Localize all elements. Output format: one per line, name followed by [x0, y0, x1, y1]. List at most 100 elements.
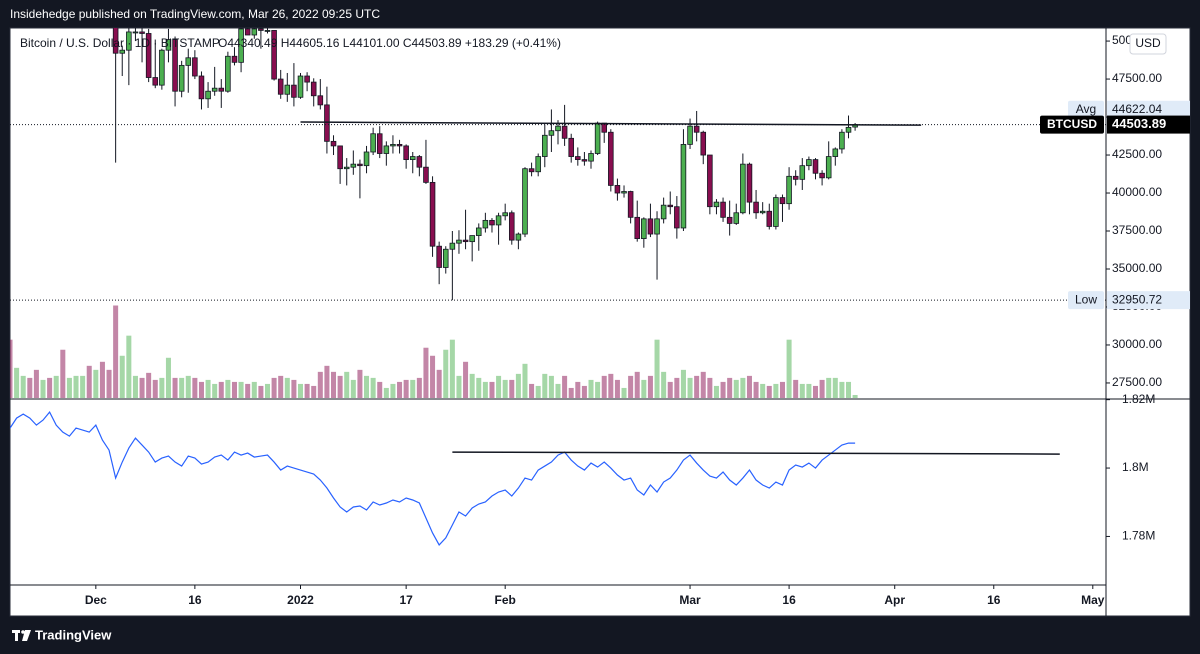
candle-body: [403, 145, 409, 160]
volume-bar: [10, 339, 13, 398]
y-tick-label: 42500.00: [1112, 147, 1162, 161]
candle-body: [238, 28, 244, 63]
currency-button[interactable]: [1129, 33, 1167, 55]
candle-body: [251, 28, 258, 36]
candle-body: [740, 163, 746, 214]
volume-bar: [86, 365, 92, 398]
candle-body: [720, 201, 726, 218]
volume-bar: [179, 377, 185, 398]
volume-bar: [463, 361, 469, 398]
price-tag-name: Avg: [1076, 102, 1096, 116]
volume-bar: [40, 379, 46, 398]
candle-body: [509, 212, 515, 241]
price-pane: [10, 28, 1106, 398]
candle-body: [845, 126, 852, 133]
volume-bar: [225, 379, 231, 398]
candle-body: [489, 219, 495, 226]
candle-body: [799, 165, 806, 180]
candle-body: [370, 133, 376, 153]
candle-body: [812, 159, 819, 174]
candle-body: [654, 218, 660, 235]
volume-bar: [720, 381, 726, 398]
volume-bar: [601, 375, 607, 398]
price-value: 32950.72: [1112, 292, 1162, 306]
volume-bar: [793, 379, 799, 398]
candle-body: [376, 133, 383, 154]
price-tag-name: BTCUSD: [1047, 117, 1097, 131]
volume-bar: [278, 375, 284, 398]
volume-bar: [159, 377, 165, 398]
volume-bar: [727, 377, 733, 398]
volume-bar: [126, 335, 132, 398]
volume-bar: [291, 379, 297, 398]
candle-body: [297, 75, 304, 98]
volume-bar: [482, 381, 488, 398]
candle-body: [198, 75, 205, 100]
candle-body: [429, 181, 436, 247]
volume-bar: [357, 369, 363, 398]
candle-body: [436, 245, 442, 268]
x-tick-label: 16: [987, 593, 1001, 607]
volume-bar: [80, 375, 86, 398]
candle-body: [145, 33, 152, 78]
volume-bar: [251, 381, 257, 398]
indicator-pane: [10, 411, 1060, 546]
volume-bar: [746, 375, 752, 398]
volume-bar: [529, 383, 535, 398]
volume-bar: [581, 385, 587, 398]
candle-body: [258, 28, 264, 31]
volume-bar: [700, 371, 706, 398]
candle-body: [627, 191, 634, 218]
candle-body: [310, 81, 317, 97]
volume-bar: [370, 377, 376, 398]
candle-body: [423, 166, 429, 183]
volume-bar: [113, 305, 119, 398]
volume-bar: [364, 375, 370, 398]
volume-bar: [509, 379, 515, 398]
volume-bar: [443, 349, 449, 398]
candle-body: [766, 210, 773, 227]
candle-body: [317, 95, 324, 106]
logo-part: [22, 630, 31, 641]
volume-bar: [218, 381, 224, 398]
volume-bar: [258, 385, 264, 398]
volume-bar: [476, 377, 482, 398]
volume-bar: [172, 377, 178, 398]
volume-bar: [192, 377, 198, 398]
volume-bar: [522, 363, 528, 398]
x-tick-label: 16: [188, 593, 202, 607]
candle-body: [634, 216, 641, 240]
candle-body: [667, 204, 674, 208]
volume-bar: [515, 373, 521, 398]
candle-body: [588, 153, 594, 162]
volume-bar: [680, 369, 686, 398]
x-tick-label: Feb: [495, 593, 516, 607]
volume-bar: [654, 339, 660, 398]
candle-body: [561, 125, 568, 139]
candle-body: [707, 154, 713, 208]
currency[interactable]: USD: [1135, 36, 1161, 50]
volume-bar: [146, 372, 152, 398]
candle-body: [700, 131, 707, 156]
volume-bar: [469, 373, 475, 398]
volume-bar: [99, 361, 105, 398]
volume-bar: [628, 375, 634, 398]
volume-bar: [575, 381, 581, 398]
candle-body: [495, 215, 502, 226]
volume-bar: [106, 369, 112, 398]
volume-bar: [502, 379, 508, 398]
volume-bar: [73, 375, 79, 398]
candle-body: [608, 131, 614, 186]
volume-bar: [806, 383, 812, 398]
volume-bar: [647, 375, 653, 398]
x-tick-label: 17: [399, 593, 413, 607]
candle-body: [528, 168, 535, 173]
volume-bar: [27, 377, 33, 398]
candle-body: [462, 239, 469, 243]
candle-body: [172, 39, 178, 92]
volume-bar: [456, 375, 462, 398]
price-tag-bg: [1068, 291, 1104, 310]
y-tick-label: 35000.00: [1112, 261, 1162, 275]
volume-bar: [350, 379, 356, 398]
volume-bar: [231, 381, 237, 398]
